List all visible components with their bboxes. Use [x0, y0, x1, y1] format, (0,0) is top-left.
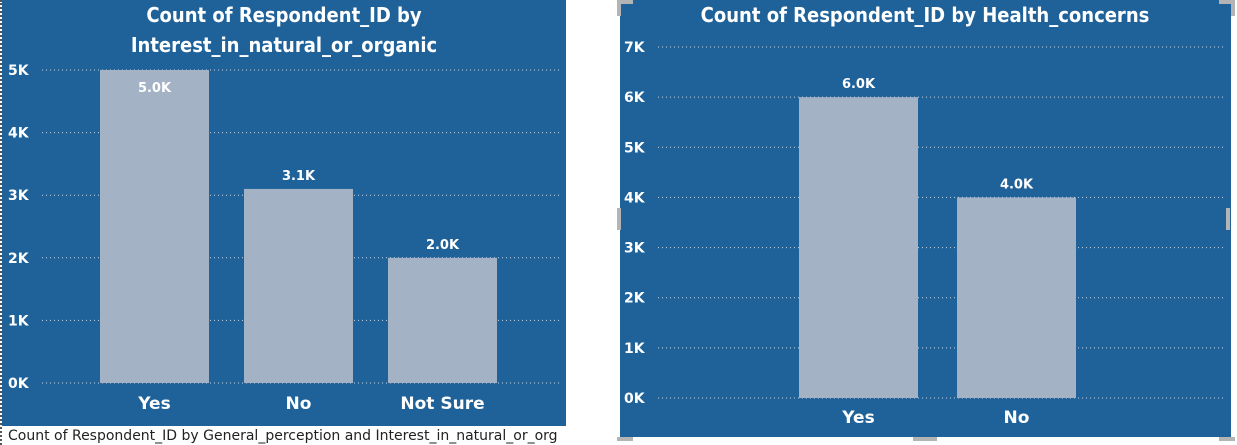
interest-y-tick-label: 1K: [8, 313, 30, 329]
interest-y-tick-label: 5K: [8, 63, 30, 79]
interest-data-label: 3.1K: [282, 169, 316, 184]
resize-handle-top-right[interactable]: [1231, 0, 1235, 16]
interest-category-label: No: [286, 394, 312, 414]
canvas-dotted-border: [0, 0, 2, 445]
health-data-label: 6.0K: [842, 77, 876, 92]
health-y-tick-label: 6K: [624, 90, 646, 106]
interest-bar: [244, 188, 353, 383]
resize-handle-bottom-right[interactable]: [1219, 437, 1235, 441]
health-y-tick-label: 4K: [624, 190, 646, 206]
health-y-tick-label: 1K: [624, 341, 646, 357]
health-y-tick-label: 2K: [624, 291, 646, 307]
resize-handle-top-left[interactable]: [617, 0, 621, 16]
health-y-tick-label: 0K: [624, 391, 646, 407]
interest-y-tick-label: 2K: [8, 251, 30, 267]
health-y-tick-label: 7K: [624, 40, 646, 56]
interest-chart-svg: Count of Respondent_ID by Interest_in_nat…: [8, 3, 560, 414]
health-category-label: Yes: [841, 408, 874, 428]
resize-handle-bottom-left[interactable]: [617, 437, 633, 441]
interest-chart-title: Interest_in_natural_or_organic: [131, 33, 437, 57]
interest-chart-panel[interactable]: Count of Respondent_ID by Interest_in_nat…: [2, 0, 566, 426]
resize-handle-bottom-middle[interactable]: [913, 437, 937, 441]
resize-handle-top-right[interactable]: [1219, 0, 1235, 4]
health-y-tick-label: 3K: [624, 241, 646, 257]
health-chart-svg: Count of Respondent_ID by Health_concern…: [624, 3, 1225, 428]
interest-y-tick-label: 0K: [8, 376, 30, 392]
health-category-label: No: [1004, 408, 1030, 428]
interest-category-label: Not Sure: [400, 394, 484, 414]
resize-handle-left-middle[interactable]: [617, 208, 621, 230]
health-chart-title: Count of Respondent_ID by Health_concern…: [701, 3, 1150, 27]
health-data-label: 4.0K: [1000, 177, 1034, 192]
interest-data-label: 2.0K: [426, 238, 460, 253]
health-bar: [957, 197, 1076, 398]
health-chart-panel[interactable]: Count of Respondent_ID by Health_concern…: [620, 0, 1231, 437]
visual-caption: Count of Respondent_ID by General_percep…: [8, 428, 558, 444]
interest-bar: [100, 70, 209, 383]
interest-bar: [388, 257, 497, 383]
interest-y-tick-label: 4K: [8, 126, 30, 142]
interest-chart-title: Count of Respondent_ID by: [146, 3, 422, 27]
resize-handle-right-middle[interactable]: [1226, 208, 1230, 230]
health-bar: [799, 97, 918, 399]
health-y-tick-label: 5K: [624, 140, 646, 156]
interest-category-label: Yes: [137, 394, 170, 414]
interest-data-label: 5.0K: [138, 81, 172, 96]
resize-handle-top-left[interactable]: [617, 0, 633, 4]
interest-y-tick-label: 3K: [8, 188, 30, 204]
